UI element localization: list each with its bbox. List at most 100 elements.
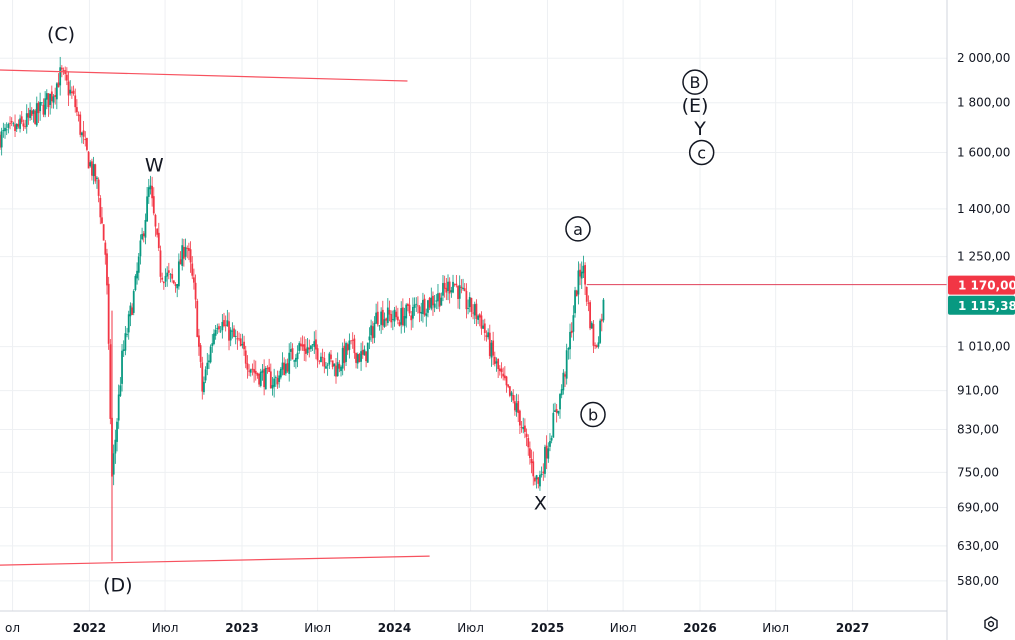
candle-body xyxy=(203,381,205,393)
candle-body xyxy=(565,350,568,379)
candle xyxy=(361,341,364,359)
candle xyxy=(485,330,488,342)
candle xyxy=(10,117,13,127)
candle-body xyxy=(181,245,184,266)
candle-body xyxy=(238,338,240,340)
candle xyxy=(149,175,152,195)
candle xyxy=(575,289,578,297)
candle-body xyxy=(121,350,123,384)
candle xyxy=(112,444,115,486)
candle xyxy=(495,357,498,372)
candle-body xyxy=(412,307,414,319)
candle xyxy=(59,56,62,96)
candle xyxy=(211,334,214,353)
x-tick-label: Июл xyxy=(762,621,789,635)
candle xyxy=(81,131,83,144)
candle xyxy=(5,122,8,136)
candle-body xyxy=(406,304,409,306)
candle-body xyxy=(246,363,249,370)
x-tick-label: 2027 xyxy=(836,621,869,635)
candle-body xyxy=(447,281,449,291)
candle xyxy=(44,91,47,118)
candle-body xyxy=(5,129,8,131)
candle-body xyxy=(184,247,187,257)
y-tick-label: 910,00 xyxy=(957,384,999,398)
candle xyxy=(340,365,342,377)
candle-body xyxy=(253,369,255,373)
candle-body xyxy=(256,373,259,376)
candle xyxy=(75,99,78,117)
candle-body xyxy=(94,164,97,182)
candle xyxy=(14,114,16,137)
candle-body xyxy=(276,377,279,385)
candle xyxy=(293,359,296,368)
candle xyxy=(447,274,449,301)
candle-body xyxy=(91,161,93,176)
candle xyxy=(263,359,266,396)
candle-body xyxy=(234,335,237,337)
candle xyxy=(410,310,413,331)
candle xyxy=(564,371,566,387)
candle xyxy=(126,327,128,338)
candle-body xyxy=(259,371,262,386)
candle xyxy=(487,328,490,340)
candle-body xyxy=(77,114,80,116)
candle xyxy=(440,292,443,306)
candle xyxy=(243,335,245,356)
candle-body xyxy=(443,282,446,289)
candle xyxy=(386,298,389,326)
candle xyxy=(191,256,194,280)
candle-body xyxy=(171,274,174,279)
candle xyxy=(503,366,506,381)
candle xyxy=(69,80,72,96)
candle-body xyxy=(223,320,225,327)
candle-body xyxy=(316,348,319,361)
candle xyxy=(570,322,573,338)
candle-body xyxy=(318,360,321,362)
candle xyxy=(271,377,274,396)
candle xyxy=(77,111,80,122)
candle-body xyxy=(353,338,356,354)
candle-body xyxy=(15,123,18,130)
candle-body xyxy=(211,343,214,346)
candle xyxy=(535,474,538,489)
candle-body xyxy=(395,311,398,318)
candle-body xyxy=(368,336,371,341)
candle-body xyxy=(468,297,471,308)
candle xyxy=(497,358,500,379)
candle xyxy=(318,359,321,365)
candle xyxy=(193,268,195,290)
candle xyxy=(515,393,518,417)
candle-body xyxy=(263,368,266,388)
candle-body xyxy=(380,311,383,325)
candle-body xyxy=(502,373,505,377)
candle xyxy=(545,435,548,470)
trend-line-layer xyxy=(0,69,947,566)
candle-body xyxy=(52,96,55,103)
candle-body xyxy=(574,290,576,314)
candle-body xyxy=(445,287,448,293)
candle-body xyxy=(144,220,147,238)
candle-body xyxy=(104,242,107,255)
candle-body xyxy=(557,410,560,414)
candle-body xyxy=(186,248,189,249)
candle xyxy=(330,350,332,363)
candle-body xyxy=(37,102,40,114)
candle-body xyxy=(2,129,5,132)
x-tick-label: 2023 xyxy=(225,621,258,635)
chart-settings-button[interactable] xyxy=(981,614,1001,634)
candle xyxy=(25,104,28,134)
candle xyxy=(405,303,408,328)
candle-body xyxy=(131,307,133,315)
candle xyxy=(37,101,40,123)
candle xyxy=(420,302,423,322)
candle-body xyxy=(154,215,157,227)
candle-body xyxy=(376,311,379,325)
candle-body xyxy=(452,281,454,293)
candle xyxy=(316,344,319,368)
candle-body xyxy=(281,362,284,370)
candle xyxy=(99,195,102,225)
candle-body xyxy=(562,372,565,391)
candle xyxy=(450,286,453,298)
